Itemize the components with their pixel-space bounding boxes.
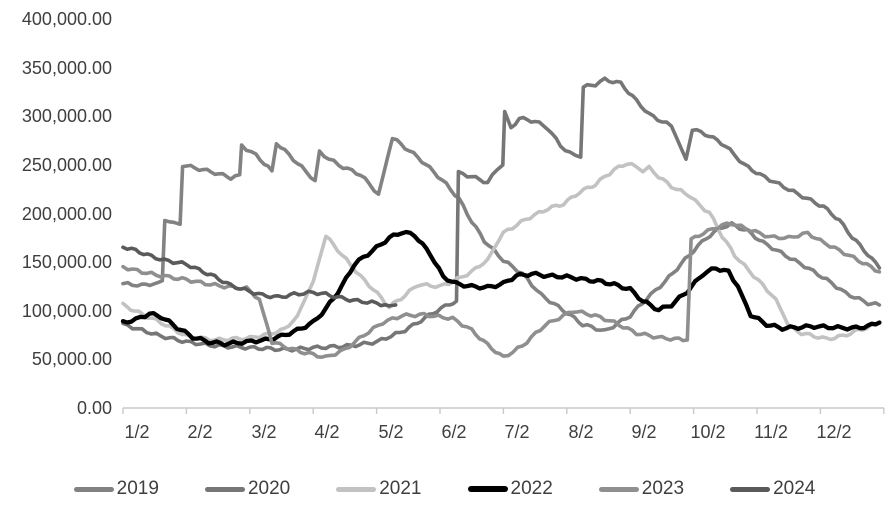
legend-label: 2024 <box>773 478 816 499</box>
legend-item-2022: 2022 <box>467 478 553 500</box>
legend-item-2021: 2021 <box>336 478 422 500</box>
y-axis-label: 200,000.00 <box>21 204 112 224</box>
x-axis-label: 10/2 <box>690 422 726 442</box>
x-axis-label: 8/2 <box>568 422 594 442</box>
x-axis-label: 7/2 <box>504 422 530 442</box>
legend-label: 2023 <box>641 478 685 499</box>
x-axis-label: 5/2 <box>378 422 404 442</box>
y-axis-label: 150,000.00 <box>21 252 112 272</box>
y-axis-label: 0.00 <box>76 398 112 418</box>
legend-label: 2019 <box>116 478 159 499</box>
x-axis-label: 9/2 <box>631 422 657 442</box>
y-axis-label: 350,000.00 <box>21 58 112 78</box>
legend-item-2024: 2024 <box>730 478 815 500</box>
legend-swatch-2019 <box>73 486 114 492</box>
x-axis-label: 3/2 <box>251 422 277 442</box>
y-axis-label: 300,000.00 <box>21 106 112 126</box>
x-axis-label: 2/2 <box>187 422 213 442</box>
legend-label: 2021 <box>379 478 422 499</box>
legend-swatch-2023 <box>598 486 639 492</box>
y-axis-label: 50,000.00 <box>31 349 112 369</box>
legend-swatch-2022 <box>467 486 508 492</box>
plot-area <box>120 76 885 414</box>
legend-label: 2020 <box>247 478 291 499</box>
x-axis-label: 12/2 <box>816 422 852 442</box>
legend-swatch-2021 <box>336 486 377 492</box>
legend-label: 2022 <box>510 478 553 499</box>
x-axis-label: 1/2 <box>124 422 150 442</box>
legend: 2019 2020 2021 2022 2023 2024 <box>0 478 889 500</box>
series-line-2024 <box>121 245 398 308</box>
x-axis-line <box>122 407 885 414</box>
legend-item-2023: 2023 <box>598 478 685 500</box>
legend-item-2019: 2019 <box>73 478 159 500</box>
y-axis-label: 100,000.00 <box>21 301 112 321</box>
legend-item-2020: 2020 <box>204 478 291 500</box>
y-axis-label: 400,000.00 <box>21 9 112 29</box>
series-line-2022 <box>120 229 882 348</box>
y-axis-label: 250,000.00 <box>21 155 112 175</box>
x-axis-label: 4/2 <box>314 422 340 442</box>
legend-swatch-2024 <box>730 486 771 492</box>
legend-swatch-2020 <box>204 486 245 492</box>
x-axis-label: 11/2 <box>754 422 788 442</box>
series-line-2020 <box>121 76 882 353</box>
x-axis-label: 6/2 <box>441 422 467 442</box>
series-line-2021 <box>121 161 882 343</box>
